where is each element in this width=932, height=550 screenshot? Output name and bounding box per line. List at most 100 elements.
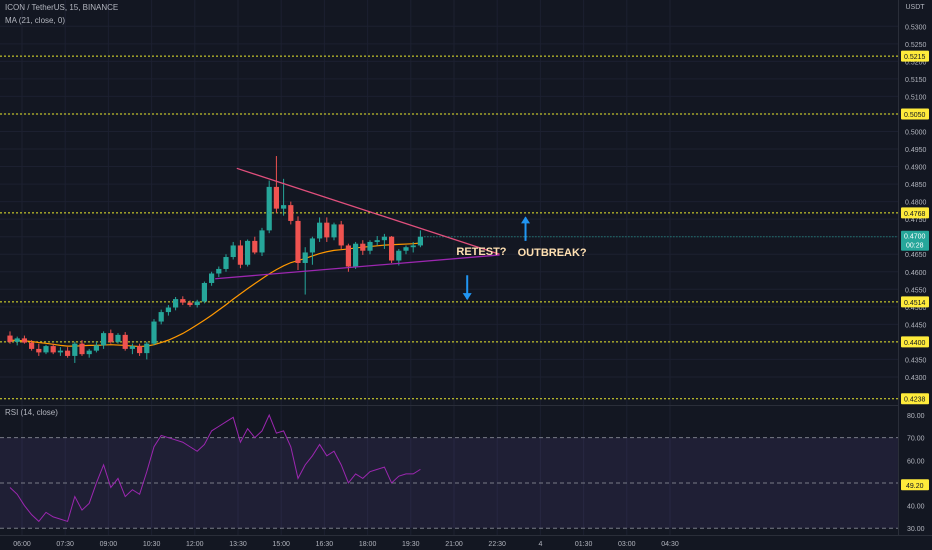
candle-body [309, 238, 315, 253]
candle-body [180, 299, 186, 303]
candle-body [353, 243, 359, 267]
time-tick-label: 04:30 [661, 541, 679, 548]
candle-body [173, 299, 179, 308]
candle [374, 235, 380, 246]
candle-body [324, 222, 330, 238]
rsi-tick-label: 30.00 [907, 526, 925, 533]
time-tick-label: 12:00 [186, 541, 204, 548]
candle-body [360, 243, 366, 251]
candle [86, 348, 92, 358]
candle-body [331, 224, 337, 238]
candle-body [410, 245, 416, 248]
level-price-label: 0.4400 [904, 340, 926, 347]
candle [180, 296, 186, 306]
level-price-badge [901, 207, 929, 219]
candle-body [245, 240, 251, 265]
candle [50, 343, 56, 355]
rsi-tick-label: 40.00 [907, 504, 925, 511]
candle-body [396, 250, 402, 261]
candle-body [101, 333, 107, 346]
price-axis[interactable]: 0.4300 0.4350 0.4400 0.4450 0.4500 0.4550 0.46… [901, 24, 929, 405]
rsi-tick-label: 80.00 [907, 413, 925, 420]
candle [57, 347, 63, 356]
time-axis[interactable]: 06:00 07:30 09:00 10:30 12:00 13:30 15:00 16:30… [13, 541, 679, 548]
candle-body [281, 205, 287, 209]
time-tick-label: 21:00 [445, 541, 463, 548]
candle [108, 329, 114, 344]
ascending-support-trendline [215, 254, 500, 280]
candle-body [288, 205, 294, 221]
candle-body [252, 240, 258, 253]
candle [101, 331, 107, 349]
candle [273, 156, 279, 213]
candle-body [14, 338, 20, 342]
candle-body [273, 186, 279, 209]
level-price-badge [901, 296, 929, 308]
candle-body [72, 343, 78, 356]
candle [331, 222, 337, 241]
candle [295, 216, 301, 270]
candle-body [367, 241, 373, 251]
candle [122, 332, 128, 351]
candle [201, 281, 207, 304]
down-arrow-icon [462, 275, 472, 301]
time-tick-label: 4 [538, 541, 542, 548]
candle-body [115, 334, 121, 342]
rsi-legend[interactable]: RSI (14, close) [5, 408, 58, 417]
candle-body [137, 346, 143, 354]
candle [288, 201, 294, 225]
candle [317, 217, 323, 242]
ma-legend[interactable]: MA (21, close, 0) [5, 16, 66, 25]
candle-body [230, 245, 236, 258]
candle-body [237, 245, 243, 265]
arrow-head [521, 216, 531, 224]
price-tick-label: 0.4800 [905, 200, 927, 207]
level-price-badge [901, 336, 929, 348]
candle [410, 241, 416, 253]
candle [21, 335, 27, 344]
candle-body [7, 335, 13, 342]
price-tick-label: 0.4650 [905, 252, 927, 259]
candle [389, 235, 395, 263]
time-tick-label: 22:30 [488, 541, 506, 548]
candle-body [79, 343, 85, 355]
candlestick-series [7, 156, 423, 363]
candle [396, 248, 402, 266]
main-gridlines [0, 0, 898, 535]
candle [281, 178, 287, 216]
candle [230, 241, 236, 260]
price-axis-unit: USDT [905, 4, 925, 11]
candle [79, 340, 85, 356]
current-price-badge [901, 230, 929, 251]
trendlines [215, 167, 500, 280]
price-tick-label: 0.4750 [905, 217, 927, 224]
moving-average-line [9, 242, 421, 348]
candle [237, 240, 243, 269]
price-tick-label: 0.5300 [905, 24, 927, 31]
candle-body [302, 252, 308, 263]
price-tick-label: 0.5100 [905, 94, 927, 101]
candle [252, 236, 258, 255]
candle-body [317, 222, 323, 239]
candle-body [209, 273, 215, 283]
candle [72, 341, 78, 363]
time-tick-label: 16:30 [316, 541, 334, 548]
candle [266, 180, 272, 234]
rsi-current-label: 49.20 [906, 483, 924, 490]
rsi-tick-label: 70.00 [907, 436, 925, 443]
candle [129, 343, 135, 355]
candle [65, 347, 71, 358]
candle [216, 266, 222, 278]
candle-body [374, 240, 380, 242]
candle [93, 341, 99, 353]
candle-body [403, 247, 409, 251]
rsi-gridlines [0, 437, 898, 529]
symbol-legend[interactable]: ICON / TetherUS, 15, BINANCE [5, 3, 119, 12]
price-tick-label: 0.4350 [905, 357, 927, 364]
price-tick-label: 0.5150 [905, 77, 927, 84]
candle [324, 217, 330, 242]
candle [151, 319, 157, 346]
candle [194, 299, 200, 308]
